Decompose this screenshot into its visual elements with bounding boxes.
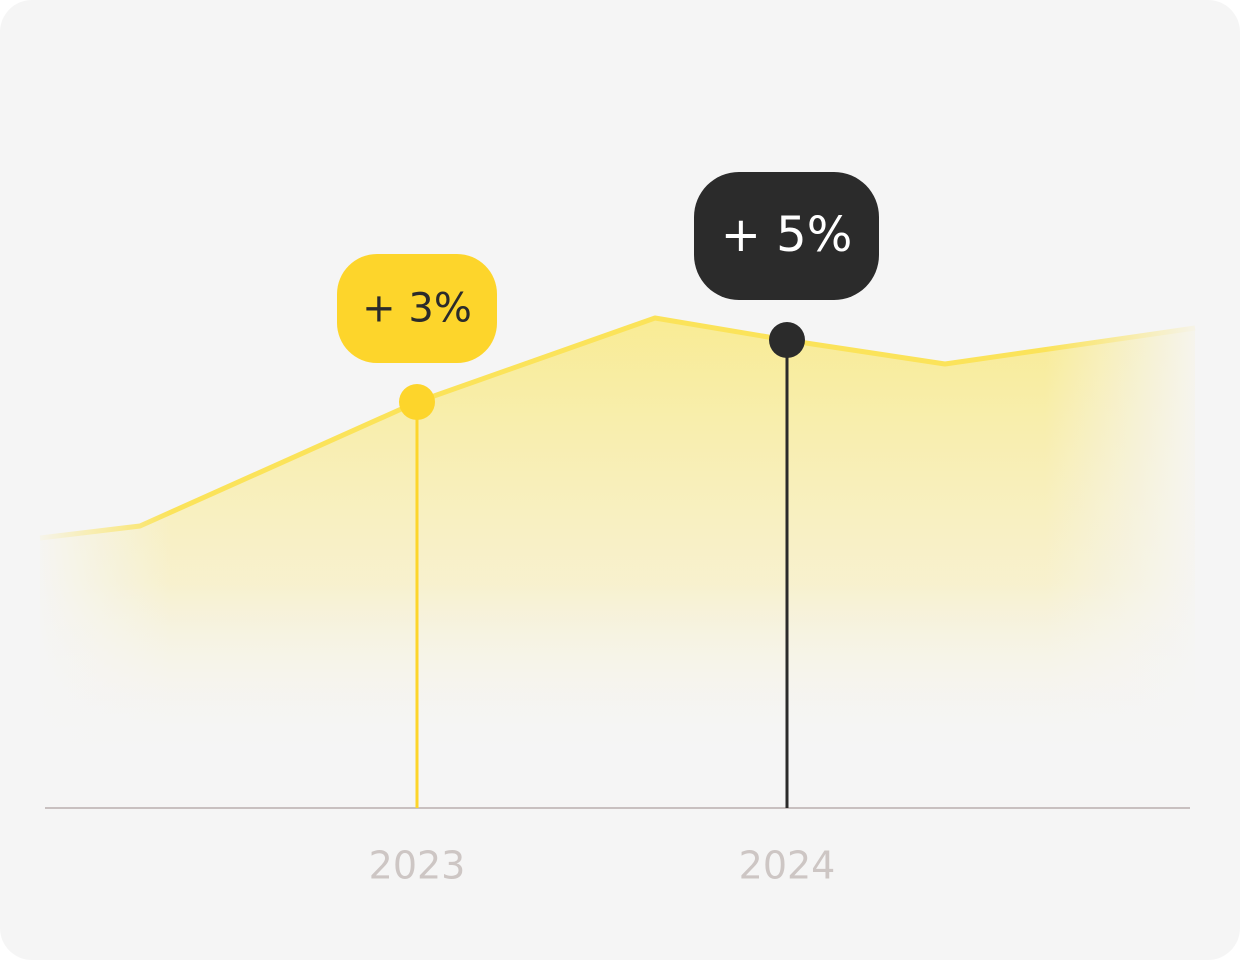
- edge-fade: [30, 300, 1210, 780]
- value-label: + 3%: [362, 286, 472, 332]
- pin-dot: [769, 322, 805, 358]
- pin-dot: [399, 384, 435, 420]
- markers: + 3% 2023 + 5% 2024: [337, 172, 879, 888]
- x-tick-label: 2023: [369, 844, 466, 888]
- value-label: + 5%: [721, 207, 853, 263]
- callout: [337, 254, 497, 363]
- x-tick-label: 2024: [739, 844, 836, 888]
- callout: [694, 172, 879, 300]
